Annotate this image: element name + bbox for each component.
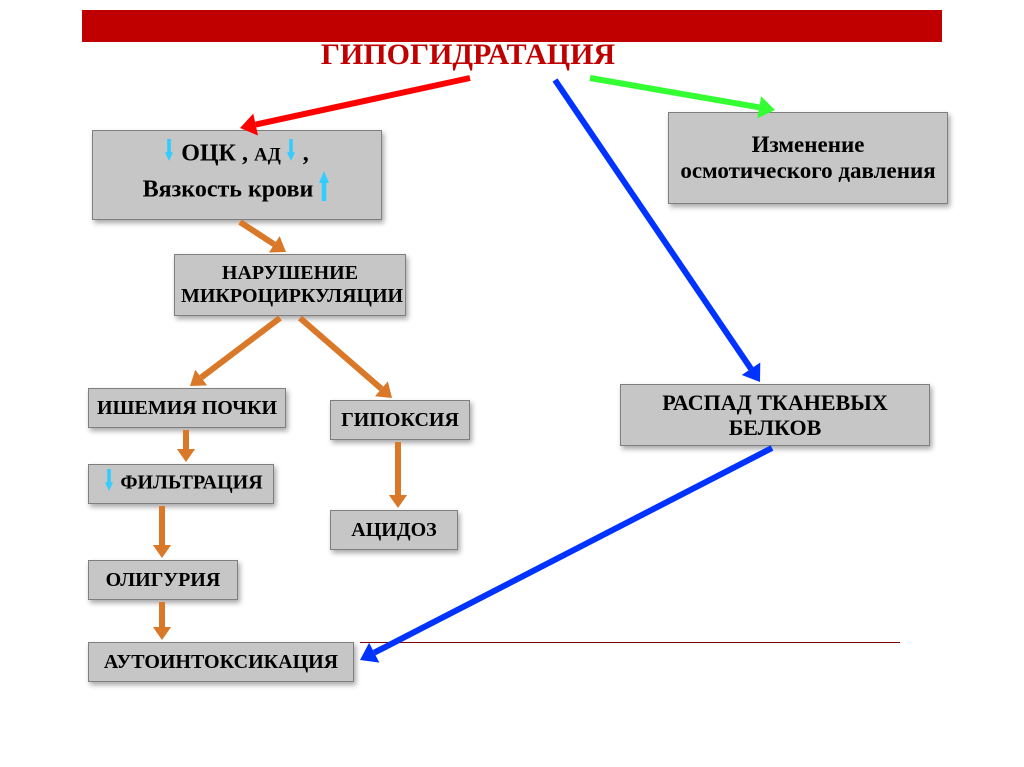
ischemia-label: ИШЕМИЯ ПОЧКИ	[95, 397, 279, 420]
micro-label: НАРУШЕНИЕ МИКРОЦИРКУЛЯЦИИ	[181, 262, 399, 308]
oliguria-to-auto-head	[153, 627, 171, 640]
ock-to-micro	[240, 222, 274, 244]
ock-text-ock: ОЦК ,	[181, 141, 254, 167]
proteins-label: РАСПАД ТКАНЕВЫХ БЕЛКОВ	[627, 390, 923, 441]
node-kidney-ischemia: ИШЕМИЯ ПОЧКИ	[88, 388, 286, 428]
ischemia-to-filtr-head	[177, 449, 195, 462]
node-acidosis: АЦИДОЗ	[330, 510, 458, 550]
viscosity-label: Вязкость крови	[143, 176, 314, 202]
node-microcirculation: НАРУШЕНИЕ МИКРОЦИРКУЛЯЦИИ	[174, 254, 406, 316]
ock-to-micro-head	[269, 236, 286, 252]
up-arrow-icon	[319, 171, 331, 211]
title-to-ock	[256, 78, 470, 125]
oliguria-label: ОЛИГУРИЯ	[95, 569, 231, 592]
micro-to-hypoxia	[300, 318, 381, 389]
ock-text-comma: ,	[297, 141, 309, 167]
hypoxia-label: ГИПОКСИЯ	[337, 409, 463, 432]
osmotic-label: Изменение осмотического давления	[675, 132, 941, 185]
autointox-label: АУТОИНТОКСИКАЦИЯ	[95, 651, 347, 674]
node-protein-breakdown: РАСПАД ТКАНЕВЫХ БЕЛКОВ	[620, 384, 930, 446]
title-to-proteins-head	[742, 362, 761, 382]
acidosis-label: АЦИДОЗ	[337, 519, 451, 542]
down-arrow-icon	[287, 139, 297, 171]
down-arrow-icon	[99, 469, 115, 499]
down-arrow-icon	[165, 139, 175, 171]
title-to-osmotic	[590, 78, 759, 107]
node-oliguria: ОЛИГУРИЯ	[88, 560, 238, 600]
micro-to-hypoxia-head	[375, 381, 392, 398]
proteins-to-auto	[374, 448, 772, 653]
node-hypoxia: ГИПОКСИЯ	[330, 400, 470, 440]
baseline-rule	[360, 642, 900, 643]
proteins-to-auto-head	[360, 643, 379, 663]
node-filtration: ФИЛЬТРАЦИЯ	[88, 464, 274, 504]
diagram-canvas: ГИПОГИДРАТАЦИЯ ОЦК , АД , Вязкость крови	[0, 0, 1024, 767]
diagram-title: ГИПОГИДРАТАЦИЯ	[308, 38, 628, 78]
ock-text-ad: АД	[254, 145, 281, 166]
filtration-label: ФИЛЬТРАЦИЯ	[120, 472, 262, 494]
micro-to-ischemia	[201, 318, 280, 378]
ock-line2: Вязкость крови	[99, 171, 375, 211]
hypoxia-to-acid-head	[389, 495, 407, 508]
ock-line1: ОЦК , АД ,	[99, 139, 375, 171]
node-osmotic-pressure: Изменение осмотического давления	[668, 112, 948, 204]
micro-to-ischemia-head	[190, 370, 207, 386]
node-ock-ad-viscosity: ОЦК , АД , Вязкость крови	[92, 130, 382, 220]
filtr-to-oliguria-head	[153, 545, 171, 558]
node-autointoxication: АУТОИНТОКСИКАЦИЯ	[88, 642, 354, 682]
